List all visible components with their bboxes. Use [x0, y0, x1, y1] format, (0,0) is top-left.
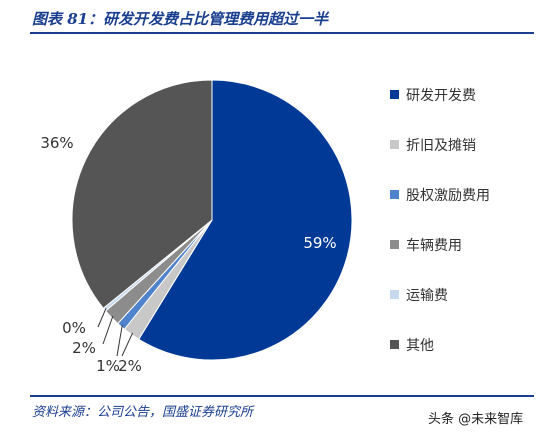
source-note: 资料来源：公司公告，国盛证券研究所: [32, 405, 254, 420]
data-label-3: 2%: [72, 339, 96, 357]
legend-label-2: 股权激励费用: [406, 187, 490, 204]
data-label-0: 59%: [303, 234, 336, 252]
legend-swatch-0: [390, 90, 399, 99]
legend-swatch-5: [390, 340, 399, 349]
chart-header: 图表 81：研发开发费占比管理费用超过一半: [0, 0, 554, 40]
legend-label-5: 其他: [406, 338, 434, 354]
leader-line-1: [121, 332, 134, 357]
legend-label-0: 研发开发费: [406, 88, 476, 104]
legend-label-4: 运输费: [406, 288, 448, 304]
footer-divider: [30, 395, 534, 397]
legend-swatch-4: [390, 290, 399, 299]
chart-title: 图表 81：研发开发费占比管理费用超过一半: [32, 10, 329, 28]
pie-slice-0: [138, 79, 353, 361]
legend-label-1: 折旧及摊销: [406, 138, 476, 154]
data-label-1: 2%: [118, 357, 142, 375]
legend-swatch-2: [390, 190, 399, 199]
leader-line-2: [116, 324, 123, 357]
legend-swatch-3: [390, 240, 399, 249]
leader-line-4: [97, 308, 107, 328]
data-label-5: 36%: [40, 134, 73, 152]
pie-slice-5: [71, 79, 213, 309]
data-label-4: 0%: [62, 319, 86, 337]
legend-swatch-1: [390, 140, 399, 149]
data-label-2: 1%: [96, 357, 120, 375]
legend-label-3: 车辆费用: [406, 237, 462, 254]
leader-line-3: [102, 315, 114, 345]
title-divider: [30, 32, 534, 34]
watermark-text: 头条 @未来智库: [428, 412, 524, 427]
